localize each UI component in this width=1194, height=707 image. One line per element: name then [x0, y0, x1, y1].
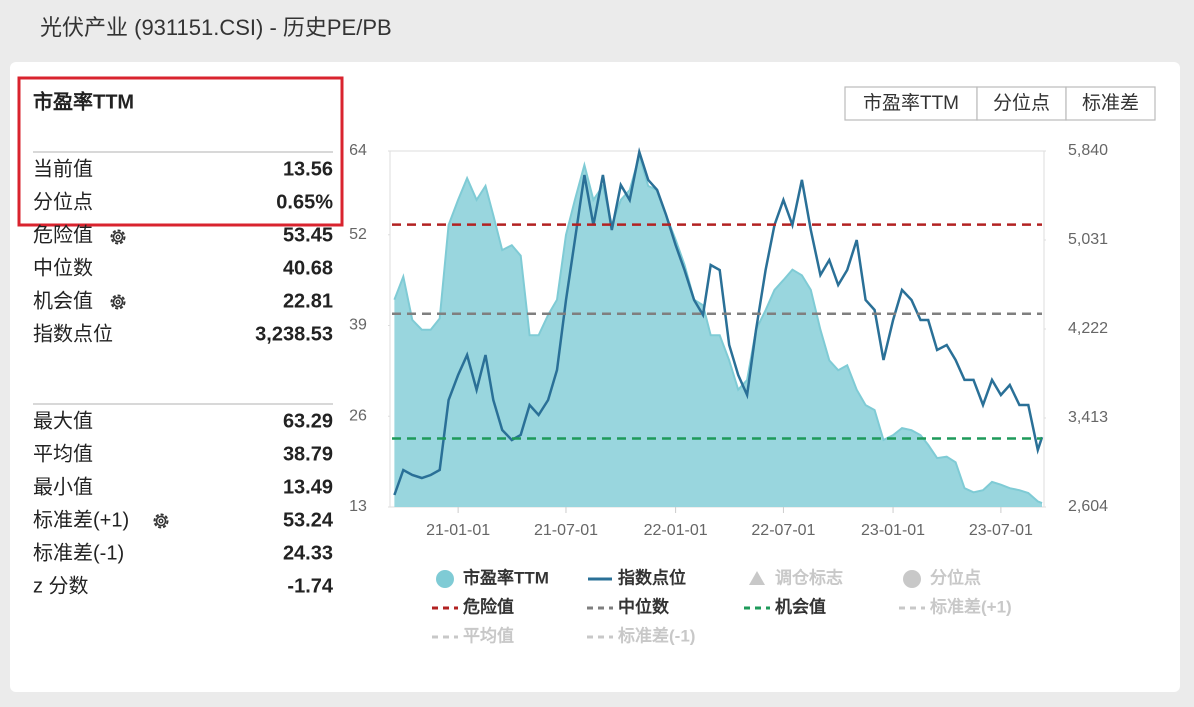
y-tick-label: 52	[349, 226, 367, 243]
y-tick-label: 39	[349, 317, 367, 334]
stat-value: 3,238.53	[255, 323, 333, 345]
stat-value: 63.29	[283, 410, 333, 432]
stat-value: 53.45	[283, 224, 333, 246]
x-tick-label: 23-07-01	[969, 522, 1033, 539]
legend-label[interactable]: 分位点	[930, 567, 981, 587]
stat-value: 0.65%	[276, 191, 333, 213]
stat-label: 当前值	[33, 157, 93, 180]
legend-label[interactable]: 机会值	[775, 596, 826, 616]
y-tick-label: 13	[349, 498, 367, 515]
stat-value: 53.24	[283, 509, 334, 531]
chart: 13 26 39 52 64 2,604 3,413 4,222 5,031 5,840 21-01…	[349, 142, 1108, 645]
x-tick-label: 23-01-01	[861, 522, 925, 539]
legend-label[interactable]: 标准差(+1)	[930, 596, 1012, 616]
stat-label: 机会值	[33, 289, 93, 312]
stat-label: 危险值	[33, 223, 93, 246]
stat-label: 分位点	[33, 190, 93, 213]
legend-label[interactable]: 中位数	[618, 596, 670, 616]
stat-label: 标准差(+1)	[33, 508, 129, 531]
area-fill	[394, 155, 1042, 507]
y2-tick-label: 5,840	[1068, 142, 1108, 159]
x-tick-label: 22-07-01	[751, 522, 815, 539]
x-tick-label: 21-01-01	[426, 522, 490, 539]
tab-label[interactable]: 标准差	[1082, 92, 1139, 114]
legend-label[interactable]: 市盈率TTM	[463, 567, 549, 587]
highlight-box	[17, 76, 344, 227]
stats-panel: 市盈率TTM 当前值 13.56 分位点 0.65% 危险值 53.45 中位数 40.68 机…	[17, 76, 344, 597]
stat-label: 平均值	[33, 442, 93, 465]
y2-tick-label: 4,222	[1068, 320, 1108, 337]
legend-label[interactable]: 调仓标志	[775, 567, 843, 587]
legend-symbol[interactable]	[436, 570, 454, 588]
tab[interactable]	[1065, 86, 1156, 121]
area-line	[393, 152, 1043, 505]
tab-label[interactable]: 分位点	[993, 92, 1050, 114]
y2-tick-label: 2,604	[1068, 498, 1108, 515]
y-tick-label: 26	[349, 407, 367, 424]
legend-label[interactable]: 指数点位	[618, 567, 686, 587]
stat-value: 24.33	[283, 542, 333, 564]
stat-label: 标准差(-1)	[33, 541, 124, 564]
legend-label[interactable]: 危险值	[462, 596, 514, 616]
y-tick-label: 64	[349, 142, 367, 159]
legend-symbol[interactable]	[749, 571, 765, 585]
y2-tick-label: 5,031	[1068, 231, 1108, 248]
stats-title: 市盈率TTM	[33, 89, 134, 113]
tab-label[interactable]: 市盈率TTM	[863, 92, 959, 114]
stat-label: 指数点位	[33, 322, 113, 345]
legend-label[interactable]: 平均值	[463, 625, 514, 645]
x-tick-label: 21-07-01	[534, 522, 598, 539]
legend-label[interactable]: 标准差(-1)	[618, 625, 695, 645]
stat-label: 最小值	[33, 475, 93, 498]
tab[interactable]	[976, 86, 1067, 121]
stat-label: 中位数	[33, 256, 93, 279]
tab[interactable]	[844, 86, 978, 121]
stat-label: z 分数	[33, 574, 89, 597]
page-title: 光伏产业 (931151.CSI) - 历史PE/PB	[40, 15, 392, 40]
stat-value: 22.81	[283, 290, 333, 312]
stat-value: 13.56	[283, 158, 333, 180]
line	[393, 147, 1044, 496]
stat-label: 最大值	[33, 409, 93, 432]
tab-bar: 市盈率TTM 分位点 标准差	[844, 86, 1156, 121]
stat-value: -1.74	[287, 575, 333, 597]
stat-value: 13.49	[283, 476, 333, 498]
stat-value: 38.79	[283, 443, 333, 465]
legend-symbol[interactable]	[903, 570, 921, 588]
x-tick-label: 22-01-01	[644, 522, 708, 539]
y2-tick-label: 3,413	[1068, 409, 1108, 426]
stat-value: 40.68	[283, 257, 333, 279]
